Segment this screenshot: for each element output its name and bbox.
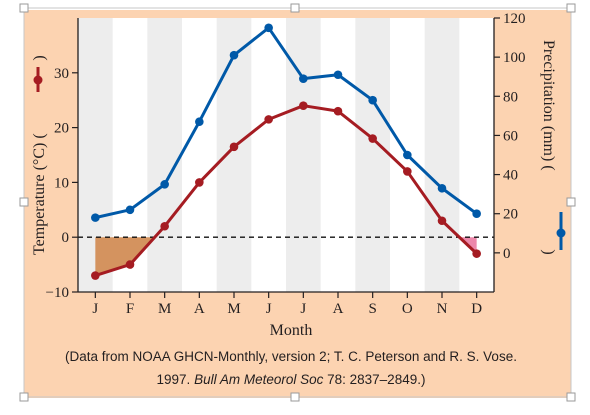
month-band: [320, 18, 356, 292]
x-tick-label: J: [266, 301, 272, 317]
precipitation-point: [264, 23, 273, 33]
x-tick-label: N: [437, 301, 448, 317]
temperature-point: [264, 115, 273, 124]
precipitation-point: [229, 50, 239, 60]
precipitation-point: [333, 70, 343, 80]
left-axis-label: Temperature (°C) (: [31, 133, 48, 255]
source-note-line2: 1997. Bull Am Meteorol Soc 78: 2837–2849…: [157, 372, 426, 387]
left-tick-label: −10: [46, 285, 69, 301]
x-tick-label: F: [126, 301, 134, 317]
chart-marks: [91, 23, 481, 280]
right-axis-label: Precipitation (mm) (: [540, 40, 557, 171]
precipitation-point: [437, 183, 447, 193]
temperature-point: [160, 221, 169, 231]
temperature-point: [368, 134, 377, 143]
x-tick-label: J: [92, 301, 98, 317]
precipitation-point: [299, 74, 308, 83]
right-axis-label-close: ): [540, 249, 557, 254]
x-axis-title: Month: [270, 322, 313, 339]
precipitation-point: [195, 117, 204, 127]
left-axis-title: Temperature (°C) ( ): [31, 55, 48, 255]
precipitation-point: [125, 205, 135, 215]
left-tick-label: 20: [54, 121, 69, 137]
x-tick-label: J: [300, 301, 306, 317]
handle-middle-left[interactable]: [19, 197, 29, 207]
temperature-point: [91, 271, 100, 280]
precipitation-point: [91, 213, 100, 222]
x-tick-label: A: [333, 301, 344, 317]
temperature-point: [403, 167, 412, 176]
handle-middle-right[interactable]: [566, 197, 576, 207]
below-freezing-shade-start: [95, 237, 155, 276]
right-tick-label: 80: [503, 89, 518, 105]
left-axis-label-close: ): [31, 55, 48, 60]
right-legend-icon: [556, 212, 566, 250]
right-tick-label: 60: [503, 128, 518, 144]
plot-area: −10 0 10 20 30 0 20 40 60 80 100 120 J F M A M J J A S O N D: [46, 11, 526, 317]
month-band: [459, 18, 494, 292]
right-tick-label: 40: [503, 168, 518, 184]
temperature-point: [472, 249, 481, 258]
x-tick-label: M: [227, 301, 240, 317]
temperature-point: [125, 260, 135, 269]
left-tick-label: 10: [54, 175, 69, 191]
handle-top-left[interactable]: [19, 3, 29, 13]
temperature-line: [94, 104, 478, 277]
x-tick-label: M: [158, 301, 171, 317]
x-tick-label: S: [368, 301, 376, 317]
x-tick-label: A: [194, 301, 205, 317]
handle-bottom-left[interactable]: [19, 392, 29, 402]
right-tick-label: 20: [503, 207, 518, 223]
right-tick-label: 100: [503, 50, 526, 66]
month-band: [182, 18, 217, 292]
precipitation-line: [95, 26, 478, 220]
temperature-point: [437, 216, 447, 226]
temperature-point: [299, 101, 308, 110]
x-tick-label: O: [402, 301, 413, 317]
temperature-point: [229, 142, 239, 152]
right-axis-title: Precipitation (mm) ( ): [540, 40, 566, 255]
precipitation-point: [368, 95, 377, 105]
temperature-point: [195, 178, 204, 187]
left-tick-label: 30: [54, 66, 69, 82]
precipitation-point: [160, 180, 169, 189]
source-note-line1: (Data from NOAA GHCN-Monthly, version 2;…: [65, 349, 517, 364]
x-tick-label: D: [471, 301, 482, 317]
left-legend-icon: [33, 67, 43, 92]
handle-bottom-right[interactable]: [566, 392, 576, 402]
temperature-point: [333, 106, 343, 116]
left-tick-label: 0: [62, 230, 70, 246]
handle-top-right[interactable]: [566, 3, 576, 13]
month-band: [251, 18, 286, 292]
precipitation-point: [472, 209, 481, 219]
handle-bottom-center[interactable]: [290, 392, 300, 402]
precipitation-point: [403, 150, 412, 160]
resize-handles[interactable]: [19, 3, 576, 402]
right-tick-label: 0: [503, 246, 511, 262]
handle-top-center[interactable]: [290, 3, 300, 13]
right-tick-label: 120: [503, 11, 526, 27]
